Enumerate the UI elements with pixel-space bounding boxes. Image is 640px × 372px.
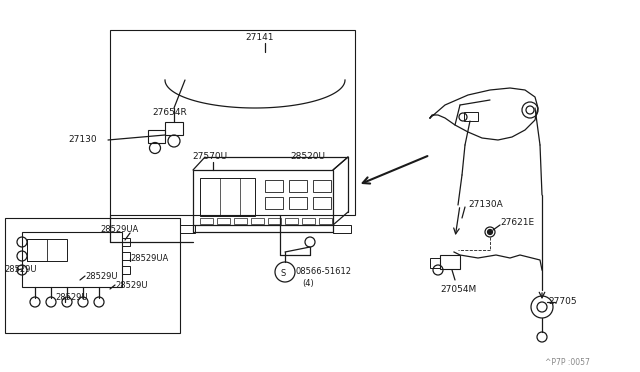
Text: 27130: 27130: [68, 135, 97, 144]
Bar: [440, 255, 460, 269]
Text: 27654R: 27654R: [152, 108, 187, 117]
Bar: [200, 218, 213, 224]
Text: 28529UA: 28529UA: [100, 225, 138, 234]
Bar: [289, 197, 307, 209]
Text: 27621E: 27621E: [500, 218, 534, 227]
Bar: [122, 238, 130, 246]
Bar: [5, 218, 180, 333]
Text: ^P7P :0057: ^P7P :0057: [545, 358, 590, 367]
Bar: [265, 180, 283, 192]
Bar: [265, 197, 283, 209]
Bar: [148, 130, 165, 143]
Text: 28529U: 28529U: [4, 265, 36, 274]
Bar: [268, 218, 281, 224]
Bar: [122, 266, 130, 274]
Bar: [180, 225, 195, 233]
Text: S: S: [280, 269, 285, 278]
Text: (4): (4): [302, 279, 314, 288]
Text: 28529U: 28529U: [55, 293, 88, 302]
Text: 28529UA: 28529UA: [130, 254, 168, 263]
Bar: [285, 218, 298, 224]
Bar: [200, 178, 255, 216]
Circle shape: [488, 230, 493, 234]
Bar: [27, 239, 67, 261]
Text: 28520U: 28520U: [290, 152, 325, 161]
Text: 27054M: 27054M: [440, 285, 476, 294]
Text: 28529U: 28529U: [85, 272, 118, 281]
Bar: [251, 218, 264, 224]
Text: 28529U: 28529U: [115, 281, 147, 290]
Text: 27705: 27705: [548, 297, 577, 306]
Bar: [289, 180, 307, 192]
Bar: [234, 218, 247, 224]
Bar: [217, 218, 230, 224]
Text: 27570U: 27570U: [192, 152, 227, 161]
Bar: [313, 180, 331, 192]
Bar: [313, 197, 331, 209]
Bar: [464, 112, 478, 121]
Bar: [122, 252, 130, 260]
Bar: [333, 225, 351, 233]
Bar: [165, 122, 183, 135]
Bar: [27, 239, 47, 261]
Bar: [110, 30, 355, 215]
Text: 27130A: 27130A: [468, 200, 503, 209]
Bar: [22, 232, 122, 287]
Text: 27141: 27141: [245, 33, 273, 42]
Bar: [319, 218, 332, 224]
Bar: [193, 170, 333, 225]
Text: 08566-51612: 08566-51612: [295, 267, 351, 276]
Bar: [302, 218, 315, 224]
Bar: [430, 258, 440, 268]
